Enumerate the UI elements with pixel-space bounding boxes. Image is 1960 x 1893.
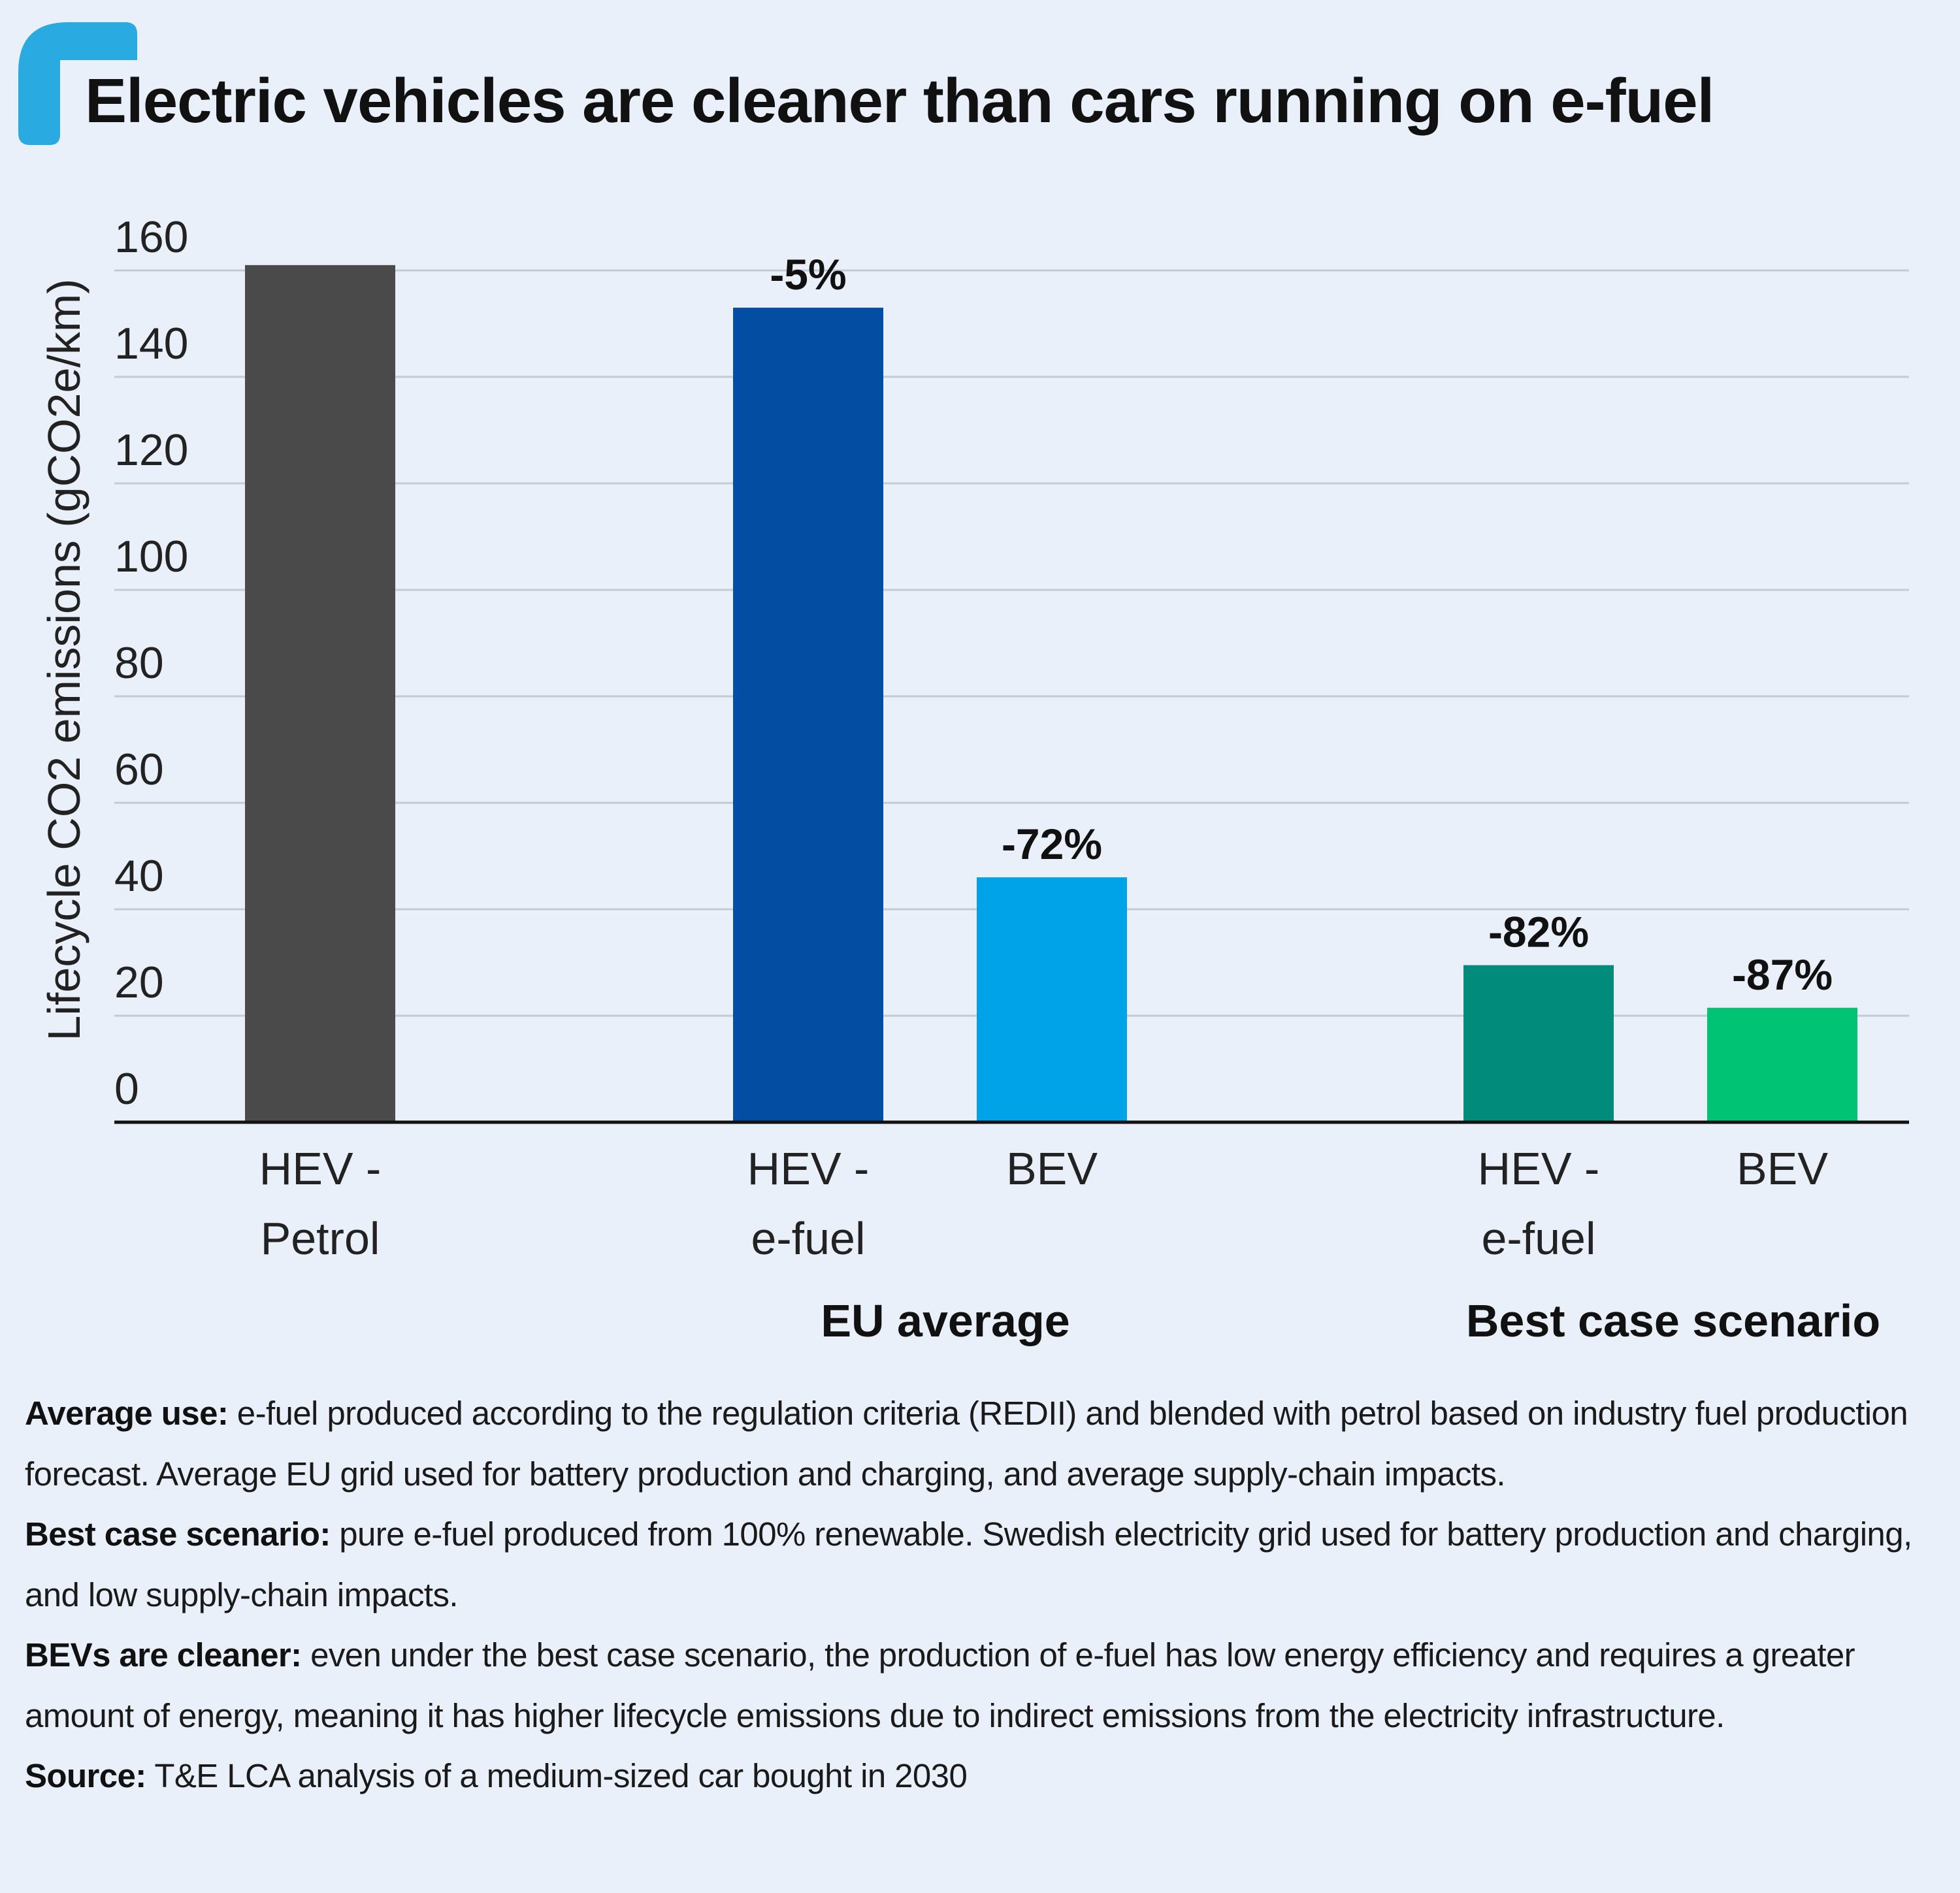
chart-title: Electric vehicles are cleaner than cars … (85, 66, 1714, 136)
x-category-label: HEV - (259, 1143, 382, 1194)
note-text: T&E LCA analysis of a medium-sized car b… (146, 1757, 968, 1794)
x-category-label: Petrol (261, 1213, 380, 1264)
bar-data-label: -72% (1002, 820, 1102, 868)
group-label: Best case scenario (1466, 1295, 1880, 1346)
bar-data-label: -82% (1488, 908, 1589, 956)
bar-data-label: -5% (770, 250, 846, 299)
note-text: even under the best case scenario, the p… (25, 1636, 1855, 1734)
x-category-label: HEV - (1478, 1143, 1600, 1194)
y-tick-label: 40 (114, 851, 164, 901)
note-source: Source: T&E LCA analysis of a medium-siz… (25, 1746, 1939, 1807)
labels: 0 20 40 60 80 100 120 140 160 HEV - Petrol -5% HEV -… (39, 212, 1880, 1346)
note-best-case: Best case scenario: pure e-fuel produced… (25, 1504, 1939, 1625)
y-tick-label: 80 (114, 638, 164, 688)
bar (1707, 1007, 1857, 1122)
y-axis-title: Lifecycle CO2 emissions (gCO2e/km) (39, 279, 90, 1041)
note-text: pure e-fuel produced from 100% renewable… (25, 1515, 1912, 1613)
y-tick-label: 0 (114, 1064, 139, 1114)
bar (245, 265, 395, 1123)
group-label: EU average (821, 1295, 1070, 1346)
y-tick-label: 100 (114, 532, 188, 581)
note-text: e-fuel produced according to the regulat… (25, 1395, 1908, 1493)
bar (733, 308, 883, 1122)
y-tick-label: 20 (114, 958, 164, 1007)
x-category-label: HEV - (747, 1143, 870, 1194)
footnotes: Average use: e-fuel produced according t… (25, 1383, 1939, 1807)
note-label: Average use: (25, 1395, 229, 1432)
y-tick-label: 120 (114, 425, 188, 475)
x-category-label: e-fuel (751, 1213, 865, 1264)
bar-data-label: -87% (1732, 950, 1833, 999)
x-category-label: BEV (1006, 1143, 1098, 1194)
bar (1463, 965, 1614, 1122)
gridlines (114, 269, 1909, 1017)
y-tick-label: 160 (114, 212, 188, 262)
x-category-label: e-fuel (1481, 1213, 1595, 1264)
y-tick-label: 140 (114, 319, 188, 368)
note-label: BEVs are cleaner: (25, 1636, 302, 1674)
brand-corner-mark (18, 22, 137, 145)
note-bevs-cleaner: BEVs are cleaner: even under the best ca… (25, 1625, 1939, 1746)
note-label: Best case scenario: (25, 1515, 331, 1553)
note-average-use: Average use: e-fuel produced according t… (25, 1383, 1939, 1504)
note-label: Source: (25, 1757, 146, 1794)
bars (114, 265, 1909, 1124)
y-tick-label: 60 (114, 745, 164, 794)
bar (977, 877, 1127, 1122)
x-category-label: BEV (1737, 1143, 1828, 1194)
